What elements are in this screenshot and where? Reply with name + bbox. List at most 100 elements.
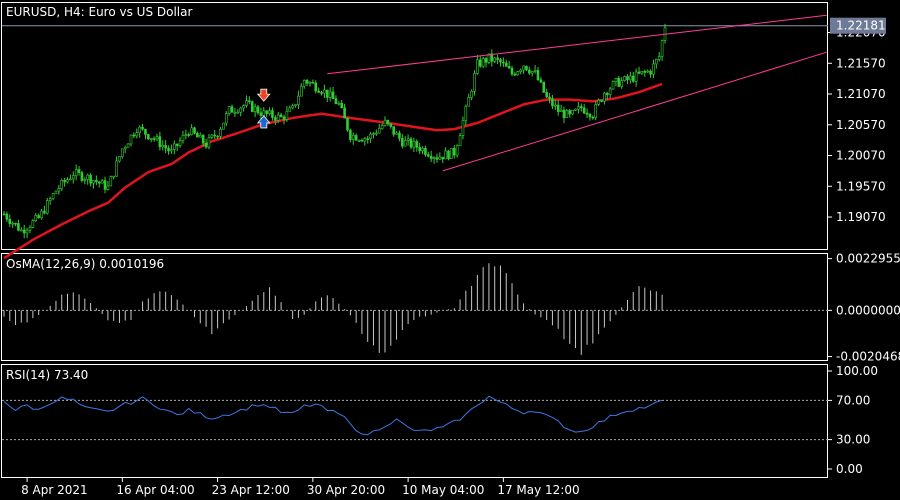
candle — [204, 139, 208, 149]
candle-body — [585, 112, 589, 115]
trendline-2[interactable] — [442, 51, 827, 172]
candle-body — [60, 180, 64, 189]
candle — [265, 110, 268, 118]
candle — [5, 211, 9, 223]
candle — [415, 139, 419, 152]
candle — [357, 139, 361, 143]
candle — [328, 87, 332, 102]
current-price-label: 1.22181 — [836, 19, 886, 33]
candle-body — [83, 179, 87, 181]
candle-body — [69, 178, 72, 181]
candle — [510, 65, 514, 77]
candle — [562, 106, 566, 124]
candle — [452, 145, 456, 159]
candle — [574, 108, 577, 112]
buy-arrow-icon[interactable] — [256, 115, 271, 129]
candle — [496, 54, 499, 65]
rsi-tick-label: 30.00 — [836, 433, 870, 447]
candle — [490, 49, 494, 67]
candle — [447, 149, 450, 161]
candle-body — [559, 109, 563, 112]
time-tick-label: 10 May 04:00 — [402, 483, 484, 497]
main-panel-frame — [1, 2, 828, 250]
candle — [83, 177, 87, 185]
candle-body — [224, 113, 228, 124]
candle — [276, 111, 280, 124]
candle — [54, 190, 58, 194]
trendlines[interactable] — [327, 14, 827, 172]
trendline-1[interactable] — [327, 14, 827, 75]
candle-body — [406, 138, 410, 141]
candle — [253, 103, 257, 117]
candle-body — [331, 91, 335, 99]
sell-arrow-icon[interactable] — [256, 88, 271, 102]
candle — [196, 131, 199, 138]
osma-panel-frame — [1, 253, 828, 361]
candle — [17, 219, 20, 232]
candle — [507, 60, 511, 69]
candle — [637, 66, 641, 75]
candle — [438, 152, 442, 160]
candle — [398, 130, 401, 142]
candle-body — [22, 229, 26, 234]
candle-body — [314, 82, 318, 92]
candle — [493, 56, 496, 64]
candle — [435, 153, 439, 163]
candle — [149, 138, 153, 143]
candle-body — [54, 190, 58, 194]
candle-body — [20, 229, 23, 232]
candle — [48, 196, 52, 205]
candle-body — [343, 107, 346, 119]
candle-body — [236, 111, 240, 114]
candle-body — [219, 128, 222, 137]
candle-body — [282, 116, 286, 120]
candle — [77, 166, 81, 176]
candle-body — [123, 146, 127, 150]
candle-body — [375, 132, 378, 135]
candle-body — [216, 135, 219, 138]
candle-body — [539, 79, 543, 83]
candle — [551, 94, 554, 110]
candle — [629, 71, 632, 84]
candle-body — [504, 62, 508, 67]
candle — [530, 70, 534, 77]
candle-body — [528, 69, 531, 74]
candle — [227, 106, 231, 116]
candle-body — [522, 65, 525, 71]
candle — [582, 103, 586, 114]
candle — [51, 192, 55, 201]
candle — [360, 138, 364, 142]
candle — [323, 84, 326, 98]
candle-body — [649, 70, 652, 75]
candle-body — [351, 135, 355, 140]
candle-body — [48, 198, 52, 201]
price-tick-label: 1.20570 — [836, 118, 886, 132]
candle — [222, 122, 225, 130]
candle — [331, 86, 335, 99]
candle — [441, 156, 445, 164]
candle-body — [135, 132, 139, 137]
candle — [403, 136, 407, 147]
candle-body — [288, 107, 292, 112]
candle — [614, 77, 618, 87]
candle-body — [43, 210, 46, 214]
trade-signals[interactable] — [256, 88, 271, 129]
candle-body — [389, 123, 393, 127]
candle-body — [447, 150, 450, 159]
candle-body — [568, 110, 572, 115]
price-tick-label: 1.20070 — [836, 149, 886, 163]
candle — [126, 143, 130, 148]
candle-body — [28, 227, 32, 231]
candle-body — [71, 175, 75, 180]
candle-body — [250, 101, 254, 112]
candle-body — [297, 95, 300, 105]
candle — [450, 147, 453, 159]
candle-body — [37, 215, 40, 219]
candle-body — [259, 112, 263, 116]
candle-body — [262, 110, 266, 116]
candle — [308, 81, 312, 87]
candle-body — [337, 102, 341, 105]
candle-body — [533, 70, 537, 72]
candle-body — [138, 126, 141, 133]
